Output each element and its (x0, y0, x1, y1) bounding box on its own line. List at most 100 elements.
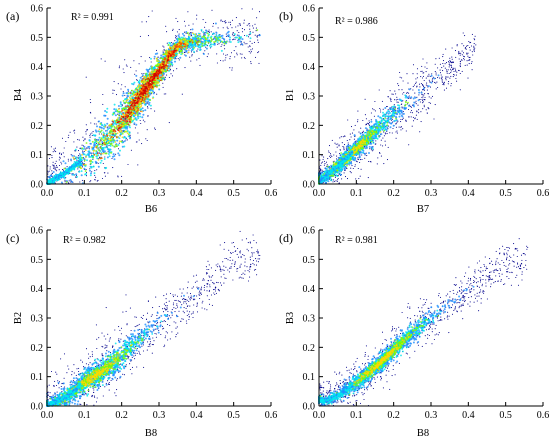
scatter-point (127, 111, 129, 114)
scatter-point (199, 64, 201, 66)
scatter-point (337, 177, 339, 180)
scatter-point (153, 74, 155, 77)
scatter-point (184, 25, 186, 27)
scatter-point (112, 153, 115, 156)
scatter-point (53, 166, 55, 168)
scatter-point (196, 50, 198, 52)
scatter-point (100, 159, 103, 162)
scatter-point (118, 142, 120, 144)
scatter-point (343, 172, 345, 174)
scatter-point (150, 83, 152, 86)
scatter-point (121, 94, 124, 97)
scatter-point (130, 111, 132, 114)
scatter-point (89, 159, 92, 162)
scatter-point (206, 32, 209, 35)
scatter-point (161, 67, 163, 69)
scatter-point (67, 158, 69, 160)
scatter-point (368, 121, 371, 124)
scatter-point (140, 104, 143, 107)
scatter-point (253, 41, 256, 43)
scatter-point (256, 35, 258, 37)
scatter-point (79, 155, 82, 158)
scatter-point (184, 54, 187, 57)
scatter-point (112, 92, 114, 94)
scatter-point (441, 80, 443, 82)
scatter-point (444, 63, 446, 65)
scatter-point (158, 84, 161, 87)
scatter-point (138, 93, 141, 96)
scatter-point (456, 71, 458, 73)
scatter-point (164, 66, 166, 68)
scatter-point (235, 46, 237, 48)
scatter-point (229, 67, 231, 69)
scatter-point (250, 51, 252, 53)
scatter-point (129, 118, 131, 120)
scatter-point (60, 154, 62, 156)
scatter-point (102, 142, 104, 144)
scatter-point (174, 47, 176, 50)
scatter-point (395, 137, 397, 139)
scatter-point (133, 81, 136, 84)
scatter-point (203, 44, 206, 47)
scatter-point (189, 32, 193, 36)
scatter-point (369, 161, 371, 163)
scatter-point (113, 122, 116, 125)
scatter-point (141, 116, 144, 119)
scatter-point (147, 96, 150, 98)
scatter-point (460, 52, 462, 54)
scatter-point (322, 158, 324, 160)
scatter-point (353, 138, 355, 140)
scatter-point (370, 119, 372, 121)
scatter-point (110, 136, 113, 138)
scatter-point (134, 94, 136, 96)
scatter-point (145, 86, 148, 89)
scatter-point (178, 59, 180, 61)
scatter-point (133, 109, 136, 111)
scatter-point (67, 182, 69, 184)
scatter-point (80, 167, 83, 170)
scatter-point (449, 77, 451, 79)
scatter-point (455, 74, 457, 76)
scatter-point (321, 155, 323, 157)
scatter-point (119, 135, 121, 137)
scatter-point (401, 89, 403, 91)
scatter-point (89, 136, 91, 138)
scatter-point (335, 143, 337, 145)
scatter-point (387, 146, 389, 148)
scatter-point (131, 108, 133, 111)
scatter-point (219, 36, 222, 39)
scatter-point (434, 104, 436, 106)
scatter-point (98, 125, 101, 129)
scatter-point (205, 29, 208, 32)
scatter-point (368, 123, 370, 125)
scatter-point (109, 135, 111, 137)
scatter-point (91, 152, 93, 154)
scatter-point (112, 112, 115, 115)
scatter-point (197, 40, 199, 43)
scatter-point (166, 42, 168, 44)
scatter-point (201, 36, 204, 38)
scatter-point (146, 93, 149, 95)
scatter-point (131, 89, 133, 92)
scatter-point (414, 118, 416, 120)
scatter-point (99, 131, 102, 133)
scatter-point (181, 46, 184, 48)
scatter-point (423, 79, 425, 82)
scatter-point (226, 26, 228, 28)
scatter-point (162, 74, 164, 77)
scatter-point (424, 66, 426, 68)
scatter-point (119, 126, 121, 128)
scatter-point (102, 152, 104, 155)
scatter-point (184, 43, 187, 46)
scatter-point (422, 58, 424, 60)
scatter-point (238, 31, 240, 34)
scatter-point (62, 171, 64, 174)
scatter-point (426, 62, 428, 64)
scatter-point (169, 42, 172, 45)
scatter-point (134, 127, 136, 129)
scatter-point (141, 79, 143, 82)
scatter-point (169, 47, 172, 50)
scatter-point (437, 86, 439, 89)
scatter-point (53, 180, 55, 183)
scatter-point (112, 89, 114, 91)
